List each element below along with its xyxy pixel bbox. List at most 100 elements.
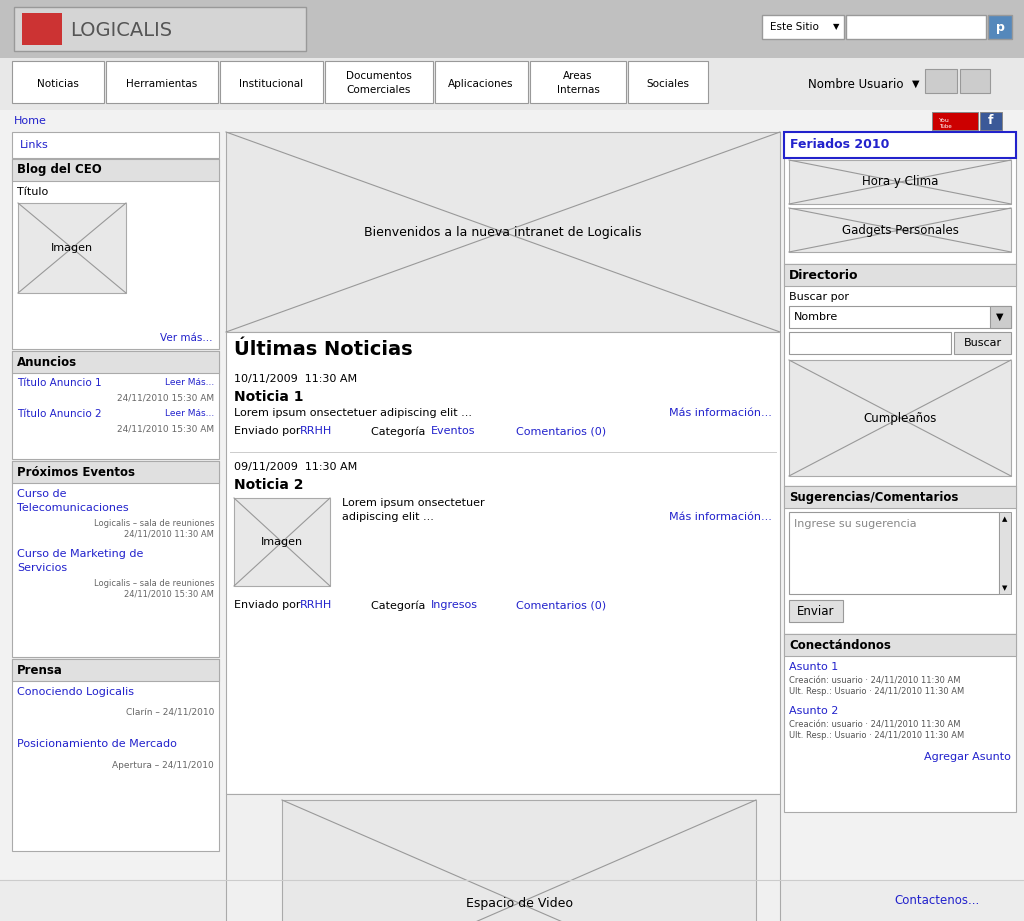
Text: RRHH: RRHH — [300, 600, 332, 610]
Bar — [954, 332, 1011, 354]
Text: Enviado por: Enviado por — [234, 426, 304, 436]
Bar — [22, 13, 62, 45]
Text: Eventos: Eventos — [431, 426, 475, 436]
Bar — [999, 512, 1011, 594]
Bar — [628, 61, 708, 103]
Text: Espacio de Video: Espacio de Video — [466, 896, 572, 910]
Text: Ult. Resp.: Usuario · 24/11/2010 11:30 AM: Ult. Resp.: Usuario · 24/11/2010 11:30 A… — [790, 731, 965, 740]
Bar — [790, 512, 999, 594]
Bar — [226, 332, 780, 794]
Text: Sociales: Sociales — [646, 79, 689, 89]
Text: Enviado por: Enviado por — [234, 600, 304, 610]
Bar — [12, 132, 219, 158]
Bar — [0, 110, 1024, 132]
Bar — [784, 486, 1016, 634]
Bar — [784, 264, 1016, 286]
Text: Noticias: Noticias — [37, 79, 79, 89]
Text: Sugerencias/Comentarios: Sugerencias/Comentarios — [790, 491, 958, 504]
Bar — [12, 159, 219, 349]
Text: Categoría: Categoría — [371, 426, 429, 437]
Bar — [12, 351, 219, 459]
Text: 24/11/2010 15:30 AM: 24/11/2010 15:30 AM — [117, 393, 214, 402]
Text: Enviar: Enviar — [798, 604, 835, 617]
Text: Categoría: Categoría — [371, 600, 429, 611]
Text: Conectándonos: Conectándonos — [790, 638, 891, 651]
Bar — [0, 58, 1024, 110]
Text: Ingresos: Ingresos — [431, 600, 478, 610]
Text: Buscar: Buscar — [964, 338, 1002, 348]
Text: Más información...: Más información... — [669, 512, 772, 522]
Bar — [790, 160, 1011, 204]
Bar — [435, 61, 528, 103]
Text: 24/11/2010 15:30 AM: 24/11/2010 15:30 AM — [124, 589, 214, 598]
Text: You: You — [939, 119, 950, 123]
Text: Ult. Resp.: Usuario · 24/11/2010 11:30 AM: Ult. Resp.: Usuario · 24/11/2010 11:30 A… — [790, 687, 965, 696]
Text: Noticia 1: Noticia 1 — [234, 390, 303, 404]
Text: Ver más...: Ver más... — [161, 333, 213, 343]
Text: Próximos Eventos: Próximos Eventos — [17, 465, 135, 479]
Text: f: f — [988, 114, 993, 127]
Bar — [14, 7, 306, 51]
Text: Este Sitio: Este Sitio — [770, 22, 819, 32]
Text: Asunto 2: Asunto 2 — [790, 706, 839, 716]
Text: Hora y Clima: Hora y Clima — [862, 176, 938, 189]
Bar — [925, 69, 957, 93]
Text: Feriados 2010: Feriados 2010 — [790, 138, 890, 151]
Text: Agregar Asunto: Agregar Asunto — [924, 752, 1011, 762]
Bar — [12, 659, 219, 681]
Bar — [12, 351, 219, 373]
Bar — [784, 132, 1016, 158]
Text: Cumpleaños: Cumpleaños — [863, 412, 937, 425]
Text: Logicalis – sala de reuniones: Logicalis – sala de reuniones — [93, 579, 214, 588]
Text: ▼: ▼ — [1002, 585, 1008, 591]
Text: Anuncios: Anuncios — [17, 356, 77, 368]
Text: Nombre Usuario: Nombre Usuario — [808, 77, 903, 90]
Bar — [784, 486, 1016, 508]
Text: Comentarios (0): Comentarios (0) — [516, 600, 606, 610]
Text: Internas: Internas — [557, 85, 599, 95]
Text: Prensa: Prensa — [17, 663, 62, 677]
Text: Últimas Noticias: Últimas Noticias — [234, 340, 413, 359]
Bar — [932, 112, 978, 130]
Bar — [12, 461, 219, 657]
Text: Conociendo Logicalis: Conociendo Logicalis — [17, 687, 134, 697]
Text: 09/11/2009  11:30 AM: 09/11/2009 11:30 AM — [234, 462, 357, 472]
Bar — [988, 15, 1012, 39]
Bar — [784, 132, 1016, 264]
Text: Título Anuncio 2: Título Anuncio 2 — [17, 409, 101, 419]
Bar — [762, 15, 844, 39]
Text: Bienvenidos a la nueva intranet de Logicalis: Bienvenidos a la nueva intranet de Logic… — [365, 226, 642, 239]
Text: Aplicaciones: Aplicaciones — [449, 79, 514, 89]
Text: Herramientas: Herramientas — [126, 79, 198, 89]
Bar — [961, 69, 990, 93]
Bar — [0, 132, 1024, 880]
Text: Creación: usuario · 24/11/2010 11:30 AM: Creación: usuario · 24/11/2010 11:30 AM — [790, 720, 961, 729]
Text: Nombre: Nombre — [794, 312, 839, 322]
Bar — [790, 600, 843, 622]
Bar — [106, 61, 218, 103]
Bar — [220, 61, 323, 103]
Text: Servicios: Servicios — [17, 563, 68, 573]
Bar — [226, 132, 780, 332]
Text: Gadgets Personales: Gadgets Personales — [842, 224, 958, 237]
Bar — [790, 360, 1011, 476]
Text: Curso de Marketing de: Curso de Marketing de — [17, 549, 143, 559]
Bar — [12, 61, 104, 103]
Bar — [790, 306, 1011, 328]
Text: Leer Más...: Leer Más... — [165, 409, 214, 418]
Text: Lorem ipsum onsectetuer: Lorem ipsum onsectetuer — [342, 498, 484, 508]
Bar — [784, 634, 1016, 812]
Text: 10/11/2009  11:30 AM: 10/11/2009 11:30 AM — [234, 374, 357, 384]
Text: Areas: Areas — [563, 71, 593, 81]
Text: Asunto 1: Asunto 1 — [790, 662, 839, 672]
Text: ▼: ▼ — [996, 312, 1004, 322]
Text: LOGICALIS: LOGICALIS — [70, 20, 172, 40]
Text: 24/11/2010 11:30 AM: 24/11/2010 11:30 AM — [124, 529, 214, 538]
Bar — [790, 208, 1011, 252]
Text: Ingrese su sugerencia: Ingrese su sugerencia — [794, 519, 916, 529]
Text: Directorio: Directorio — [790, 269, 858, 282]
Text: Título Anuncio 1: Título Anuncio 1 — [17, 378, 101, 388]
Text: Curso de: Curso de — [17, 489, 67, 499]
Bar — [12, 159, 219, 181]
Text: Más información...: Más información... — [669, 408, 772, 418]
